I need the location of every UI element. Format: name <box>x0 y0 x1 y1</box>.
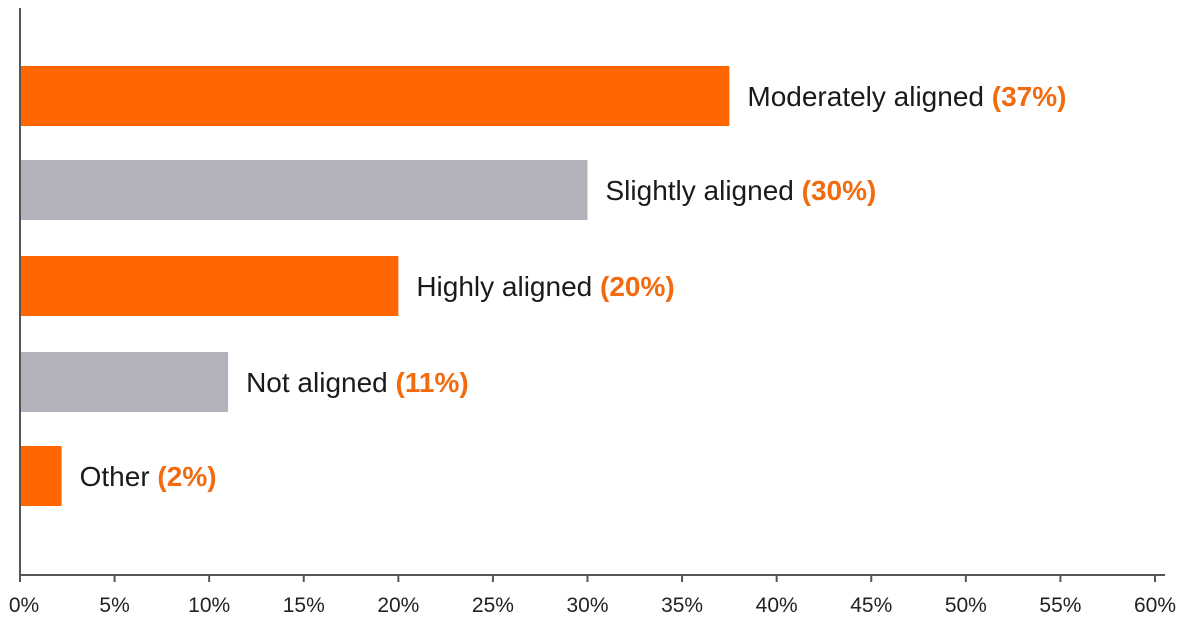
x-tick-label: 10% <box>188 594 230 617</box>
x-tick-label: 40% <box>756 594 798 617</box>
bar-highly-aligned <box>20 256 399 316</box>
bar-label-other: Other (2%) <box>80 461 217 492</box>
category-label: Moderately aligned <box>747 81 991 112</box>
value-label: (30%) <box>802 175 877 206</box>
category-label: Not aligned <box>246 367 395 398</box>
bar-label-highly-aligned: Highly aligned (20%) <box>416 271 674 302</box>
x-tick-label: 0% <box>9 594 39 617</box>
x-tick-label: 25% <box>472 594 514 617</box>
x-tick-label: 5% <box>99 594 129 617</box>
value-label: (2%) <box>157 461 216 492</box>
x-tick-label: 45% <box>850 594 892 617</box>
category-label: Highly aligned <box>416 271 600 302</box>
x-tick-label: 60% <box>1134 594 1176 617</box>
bars-layer <box>20 66 730 506</box>
x-tick-label: 35% <box>661 594 703 617</box>
x-tick-label: 20% <box>377 594 419 617</box>
category-label: Other <box>80 461 158 492</box>
bar-slightly-aligned <box>20 160 588 220</box>
x-tick-label: 15% <box>283 594 325 617</box>
value-label: (37%) <box>992 81 1067 112</box>
bar-moderately-aligned <box>20 66 730 126</box>
x-tick-label: 30% <box>566 594 608 617</box>
bar-labels-layer: Moderately aligned (37%) Slightly aligned… <box>80 81 1067 492</box>
bar-other <box>20 446 62 506</box>
bar-label-not-aligned: Not aligned (11%) <box>246 367 469 398</box>
bar-label-moderately-aligned: Moderately aligned (37%) <box>747 81 1066 112</box>
category-label: Slightly aligned <box>606 175 802 206</box>
x-tick-label: 50% <box>945 594 987 617</box>
bar-not-aligned <box>20 352 229 412</box>
value-label: (20%) <box>600 271 675 302</box>
x-tick-label: 55% <box>1039 594 1081 617</box>
bar-label-slightly-aligned: Slightly aligned (30%) <box>606 175 877 206</box>
axes-layer: 0% 5% 10% 15% 20% 25% 30% 35% 40% 45% 50% 55% 60% <box>9 8 1176 617</box>
value-label: (11%) <box>396 367 469 398</box>
